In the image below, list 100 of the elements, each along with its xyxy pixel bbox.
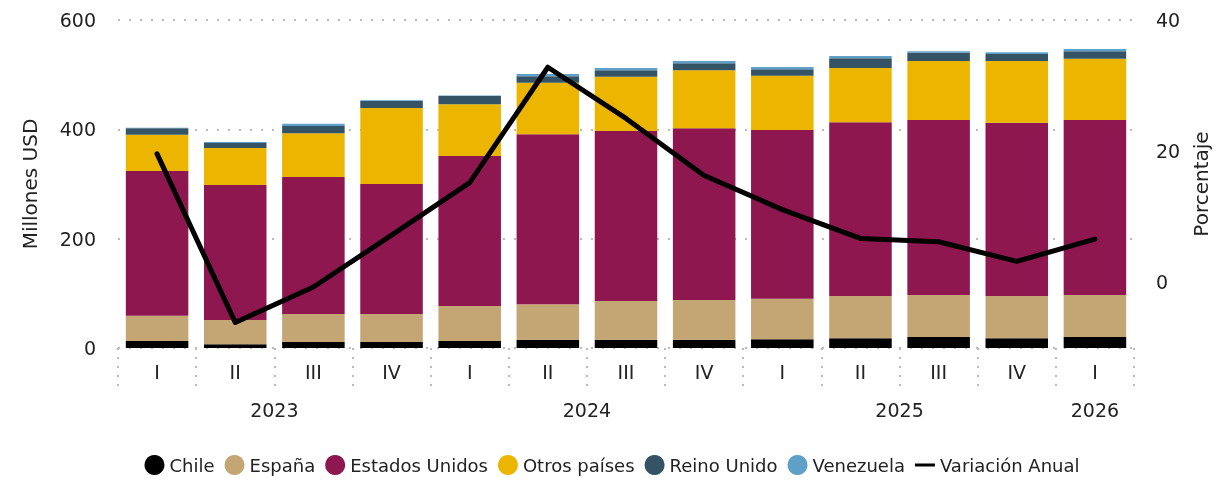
bar bbox=[907, 337, 970, 348]
bar bbox=[282, 341, 345, 348]
bar bbox=[438, 95, 501, 105]
bar bbox=[516, 304, 580, 340]
x-tick-label: IV bbox=[694, 360, 714, 383]
bar bbox=[907, 52, 970, 61]
bar bbox=[125, 340, 189, 348]
bar bbox=[829, 338, 892, 348]
y-tick-label: 400 bbox=[59, 118, 96, 141]
bar bbox=[907, 294, 970, 338]
bar bbox=[282, 133, 345, 177]
bar bbox=[751, 67, 814, 70]
x-tick-label: II bbox=[542, 360, 554, 383]
bar bbox=[203, 320, 267, 345]
legend-label: España bbox=[249, 454, 316, 476]
bar bbox=[125, 170, 189, 316]
y2-tick-label: 20 bbox=[1156, 140, 1181, 163]
bar bbox=[282, 176, 345, 315]
bar bbox=[1063, 48, 1127, 52]
bar bbox=[360, 184, 423, 315]
y2-tick-label: 0 bbox=[1156, 271, 1169, 294]
bar bbox=[829, 58, 892, 69]
bar bbox=[282, 126, 345, 134]
bar bbox=[751, 129, 814, 299]
legend-label: Estados Unidos bbox=[350, 454, 488, 476]
x-tick-label: I bbox=[154, 360, 160, 383]
bar bbox=[360, 108, 423, 184]
text: 2023 bbox=[250, 398, 299, 421]
legend-label: Venezuela bbox=[812, 454, 905, 476]
text: 2025 bbox=[875, 398, 924, 421]
bar bbox=[985, 338, 1049, 348]
bar bbox=[829, 122, 892, 297]
legend-label: Reino Unido bbox=[669, 454, 778, 476]
bar bbox=[594, 76, 658, 131]
bar bbox=[360, 100, 423, 109]
bar bbox=[985, 122, 1049, 297]
bar bbox=[1063, 294, 1127, 338]
bar bbox=[672, 128, 736, 300]
x-tick-label: IV bbox=[382, 360, 401, 383]
bar bbox=[594, 130, 658, 301]
bar bbox=[594, 68, 658, 71]
y2-axis-title: Porcentaje bbox=[1189, 131, 1214, 237]
bar bbox=[751, 339, 814, 348]
bar bbox=[438, 340, 501, 348]
bar bbox=[438, 104, 501, 157]
bar bbox=[829, 68, 892, 123]
x-tick-label: I bbox=[466, 360, 473, 383]
x-tick-label: II bbox=[854, 360, 867, 383]
bar bbox=[1063, 51, 1127, 59]
bar bbox=[594, 339, 658, 348]
x-tick-label: II bbox=[229, 360, 241, 383]
bar bbox=[985, 53, 1049, 61]
x-tick-label: I bbox=[779, 360, 786, 383]
y-tick-label: 200 bbox=[59, 227, 96, 250]
bar bbox=[360, 314, 423, 342]
bar bbox=[282, 123, 345, 127]
bar bbox=[1063, 58, 1127, 121]
bar bbox=[829, 56, 892, 59]
bar bbox=[203, 344, 267, 348]
bar bbox=[203, 147, 267, 186]
bar bbox=[203, 185, 267, 321]
x-tick-label: III bbox=[304, 360, 322, 383]
bar bbox=[751, 75, 814, 130]
bar bbox=[594, 70, 658, 77]
y-axis-title: Millones USD bbox=[18, 118, 42, 250]
text: 2024 bbox=[562, 398, 612, 421]
bar bbox=[1063, 120, 1127, 295]
bar bbox=[751, 69, 814, 76]
x-tick-label: III bbox=[617, 360, 635, 383]
bar bbox=[985, 61, 1049, 123]
x-tick-label: IV bbox=[1007, 360, 1027, 383]
bar bbox=[751, 298, 814, 340]
bar bbox=[125, 134, 189, 171]
bar bbox=[672, 61, 736, 64]
bar bbox=[516, 339, 580, 348]
bar bbox=[360, 341, 423, 348]
bar bbox=[438, 305, 501, 341]
bar bbox=[516, 82, 580, 135]
bar bbox=[829, 296, 892, 339]
bar bbox=[672, 339, 736, 348]
bar bbox=[985, 296, 1049, 339]
bar bbox=[672, 70, 736, 129]
bar bbox=[907, 120, 970, 295]
bar bbox=[907, 61, 970, 121]
y-tick-label: 600 bbox=[59, 9, 96, 31]
bar bbox=[125, 315, 189, 341]
legend-label: Chile bbox=[169, 454, 215, 476]
bar bbox=[438, 156, 501, 306]
bar bbox=[594, 300, 658, 340]
bar bbox=[672, 63, 736, 71]
legend-label: Otros países bbox=[522, 454, 635, 476]
bar bbox=[1063, 337, 1127, 348]
text: 2026 bbox=[1070, 398, 1120, 421]
bar bbox=[203, 143, 267, 148]
y2-tick-label: 40 bbox=[1156, 9, 1181, 31]
x-tick-label: I bbox=[1092, 360, 1098, 383]
y-tick-label: 0 bbox=[83, 337, 96, 359]
bar bbox=[125, 128, 189, 135]
bar bbox=[516, 134, 580, 305]
legend-label: Variación Anual bbox=[939, 454, 1080, 476]
